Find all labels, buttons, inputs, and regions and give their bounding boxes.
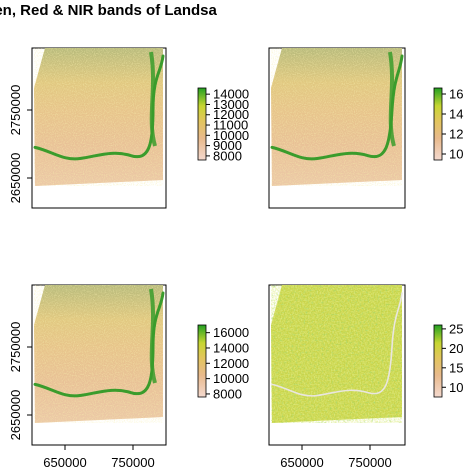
legend-tick-label: 25 — [449, 321, 463, 336]
y-tick-label: 2650000 — [8, 153, 23, 204]
legend-tick-label: 11000 — [213, 118, 248, 133]
raster-texture — [271, 48, 402, 186]
panel-top-left: 2650000 2750000 80009000100001100012000130… — [8, 47, 249, 209]
legend-tick-label: 12000 — [213, 107, 249, 122]
legend-tick-label: 15 — [449, 360, 463, 375]
figure-title: een, Red & NIR bands of Landsa — [0, 2, 217, 19]
legend-tick-label: 14000 — [213, 87, 249, 102]
panel-bottom-right: 650000 750000 10 15 20 25 — [268, 284, 463, 470]
legend-tick-label: 9000 — [213, 138, 242, 153]
legend-tick-label: 12 — [449, 127, 463, 142]
y-tick-label: 2750000 — [8, 322, 23, 373]
legend-tick-label: 16 — [449, 87, 463, 102]
raster-texture — [34, 285, 163, 423]
river-line — [271, 292, 403, 397]
legend-colorbar — [433, 324, 443, 398]
legend-tick-label: 16000 — [213, 325, 249, 340]
raster-vegetation — [271, 285, 402, 423]
legend-tick-label: 10000 — [213, 371, 249, 386]
legend-tick-label: 14 — [449, 107, 463, 122]
raster-texture — [34, 48, 163, 186]
legend-colorbar — [433, 87, 443, 161]
legend-colorbar — [197, 324, 207, 398]
x-tick-label: 650000 — [280, 455, 323, 470]
vegetation-strip — [388, 51, 396, 147]
vegetation-strip — [149, 288, 157, 384]
legend-tick-label: 8000 — [213, 148, 242, 163]
y-tick-label: 2750000 — [8, 85, 23, 136]
panel-bottom-left: 2650000 2750000 650000 750000 80001000012000… — [8, 284, 249, 470]
vegetation-strip — [149, 51, 157, 147]
x-tick-label: 650000 — [43, 455, 86, 470]
legend-tick-label: 10 — [449, 380, 463, 395]
legend-colorbar — [197, 87, 207, 161]
panel-top-right: 10 12 14 16 — [268, 47, 463, 209]
legend-tick-label: 20 — [449, 341, 463, 356]
legend-tick-label: 10 — [449, 147, 463, 162]
legend-tick-label: 12000 — [213, 356, 249, 371]
x-tick-label: 750000 — [348, 455, 391, 470]
y-tick-label: 2650000 — [8, 390, 23, 441]
legend-tick-label: 14000 — [213, 340, 249, 355]
legend-tick-label: 10000 — [213, 128, 249, 143]
x-tick-label: 750000 — [111, 455, 154, 470]
legend-tick-label: 13000 — [213, 97, 249, 112]
river-line — [270, 54, 404, 161]
legend-tick-label: 8000 — [213, 386, 242, 401]
